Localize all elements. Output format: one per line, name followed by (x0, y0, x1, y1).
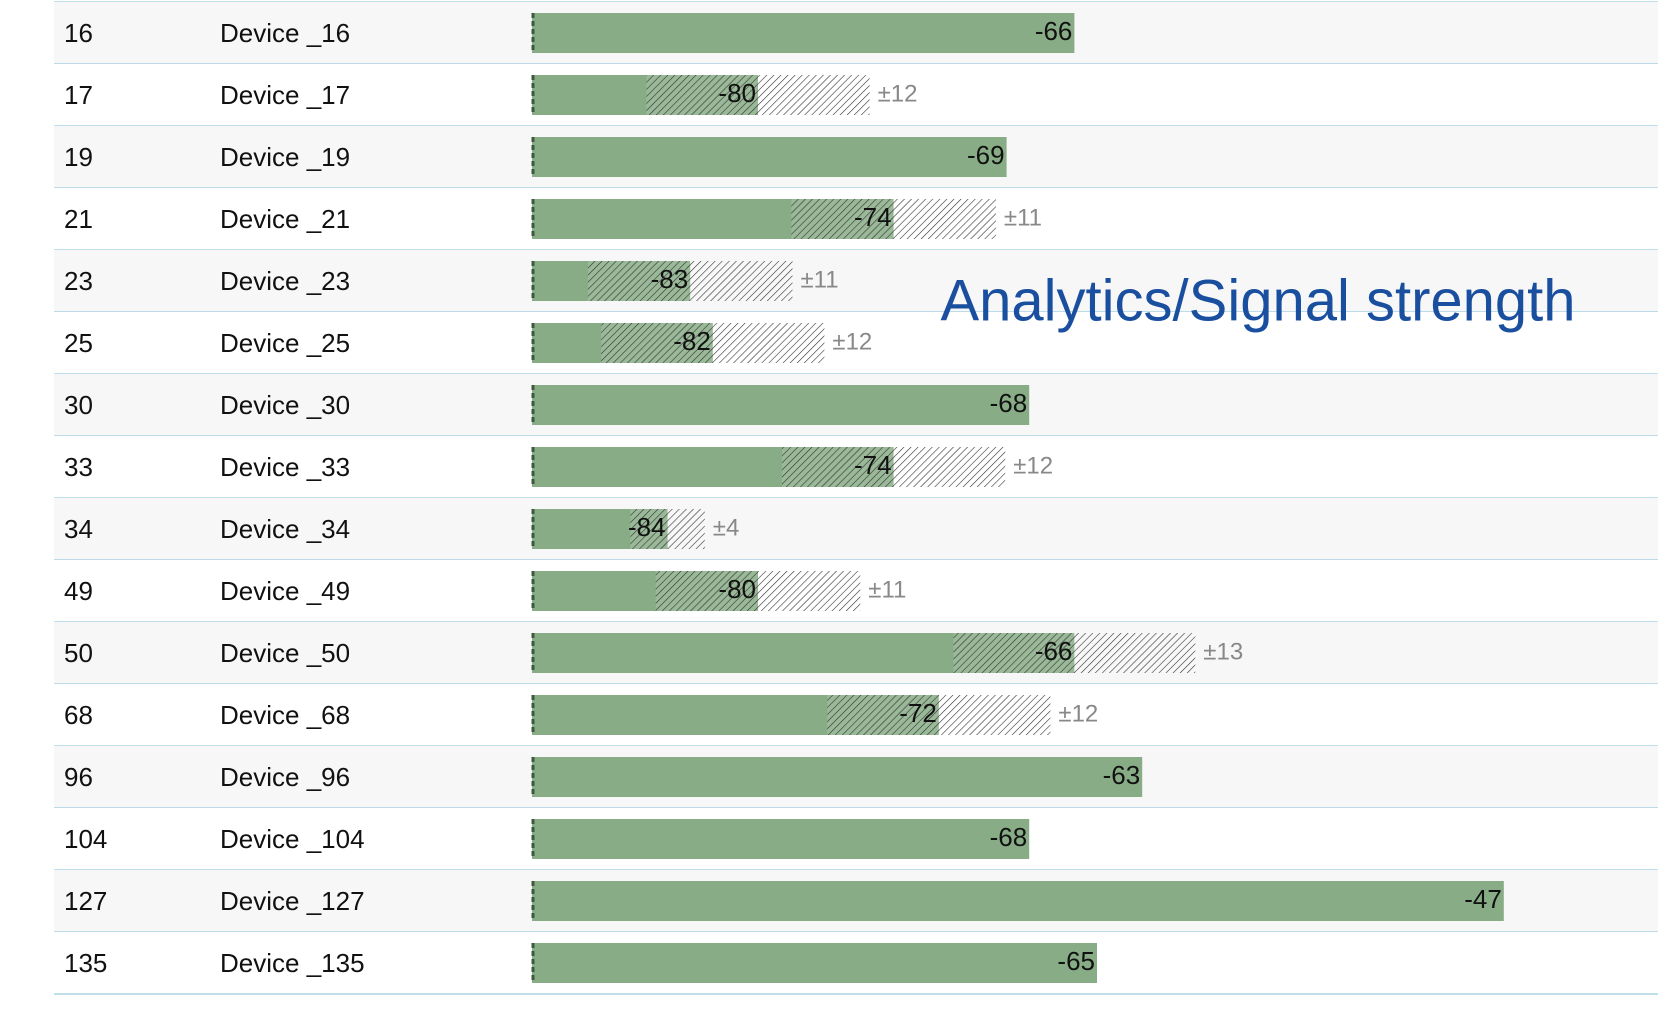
row-id: 34 (64, 514, 93, 544)
error-label: ±12 (878, 80, 918, 107)
value-label: -80 (718, 574, 756, 604)
row-id: 104 (64, 824, 107, 854)
signal-bar (532, 757, 1143, 797)
value-label: -66 (1035, 636, 1073, 666)
signal-bar (532, 819, 1030, 859)
signal-bar (532, 881, 1504, 921)
error-label: ±4 (713, 514, 740, 541)
device-name: Device _19 (220, 142, 350, 172)
value-label: -68 (990, 822, 1028, 852)
error-label: ±11 (801, 266, 839, 293)
signal-bar (532, 13, 1075, 53)
error-label: ±11 (1004, 204, 1042, 231)
row-background (54, 498, 1658, 560)
row-id: 96 (64, 762, 93, 792)
row-id: 21 (64, 204, 93, 234)
row-id: 135 (64, 948, 107, 978)
value-label: -82 (673, 326, 711, 356)
row-id: 23 (64, 266, 93, 296)
error-range (655, 571, 861, 611)
row-id: 33 (64, 452, 93, 482)
error-range (791, 199, 996, 239)
device-name: Device _34 (220, 514, 350, 544)
error-label: ±12 (1013, 452, 1053, 479)
error-range (646, 75, 870, 115)
row-background (54, 250, 1658, 312)
row-id: 19 (64, 142, 93, 172)
value-label: -66 (1035, 16, 1073, 46)
signal-bar (532, 943, 1097, 983)
error-label: ±12 (1058, 700, 1098, 727)
row-id: 17 (64, 80, 93, 110)
value-label: -74 (854, 450, 892, 480)
device-name: Device _96 (220, 762, 350, 792)
device-name: Device _50 (220, 638, 350, 668)
row-id: 50 (64, 638, 93, 668)
error-label: ±12 (832, 328, 872, 355)
row-id: 16 (64, 18, 93, 48)
value-label: -84 (628, 512, 666, 542)
value-label: -69 (967, 140, 1005, 170)
device-name: Device _135 (220, 948, 365, 978)
device-name: Device _25 (220, 328, 350, 358)
error-label: ±11 (868, 576, 906, 603)
device-name: Device _16 (220, 18, 350, 48)
device-name: Device _127 (220, 886, 365, 916)
value-label: -72 (899, 698, 937, 728)
value-label: -74 (854, 202, 892, 232)
device-name: Device _23 (220, 266, 350, 296)
row-id: 25 (64, 328, 93, 358)
value-label: -47 (1464, 884, 1502, 914)
error-range (587, 261, 793, 301)
error-range (827, 695, 1051, 735)
row-background (54, 312, 1658, 374)
row-id: 49 (64, 576, 93, 606)
rows: 16 Device _16 -66 17 Device _17 ±12 -80 19 Devic… (54, 1, 1658, 995)
device-name: Device _68 (220, 700, 350, 730)
signal-bar (532, 137, 1007, 177)
error-range (601, 323, 825, 363)
value-label: -65 (1057, 946, 1095, 976)
error-label: ±13 (1203, 638, 1243, 665)
row-id: 30 (64, 390, 93, 420)
device-name: Device _21 (220, 204, 350, 234)
value-label: -83 (651, 264, 689, 294)
error-range (782, 447, 1006, 487)
value-label: -80 (718, 78, 756, 108)
signal-bar (532, 385, 1030, 425)
device-name: Device _30 (220, 390, 350, 420)
overlay-title: Analytics/Signal strength (940, 268, 1575, 333)
device-name: Device _33 (220, 452, 350, 482)
value-label: -63 (1103, 760, 1141, 790)
device-name: Device _104 (220, 824, 365, 854)
error-range (953, 633, 1196, 673)
error-range (630, 509, 705, 549)
value-label: -68 (990, 388, 1028, 418)
device-name: Device _17 (220, 80, 350, 110)
device-name: Device _49 (220, 576, 350, 606)
row-id: 68 (64, 700, 93, 730)
row-id: 127 (64, 886, 107, 916)
